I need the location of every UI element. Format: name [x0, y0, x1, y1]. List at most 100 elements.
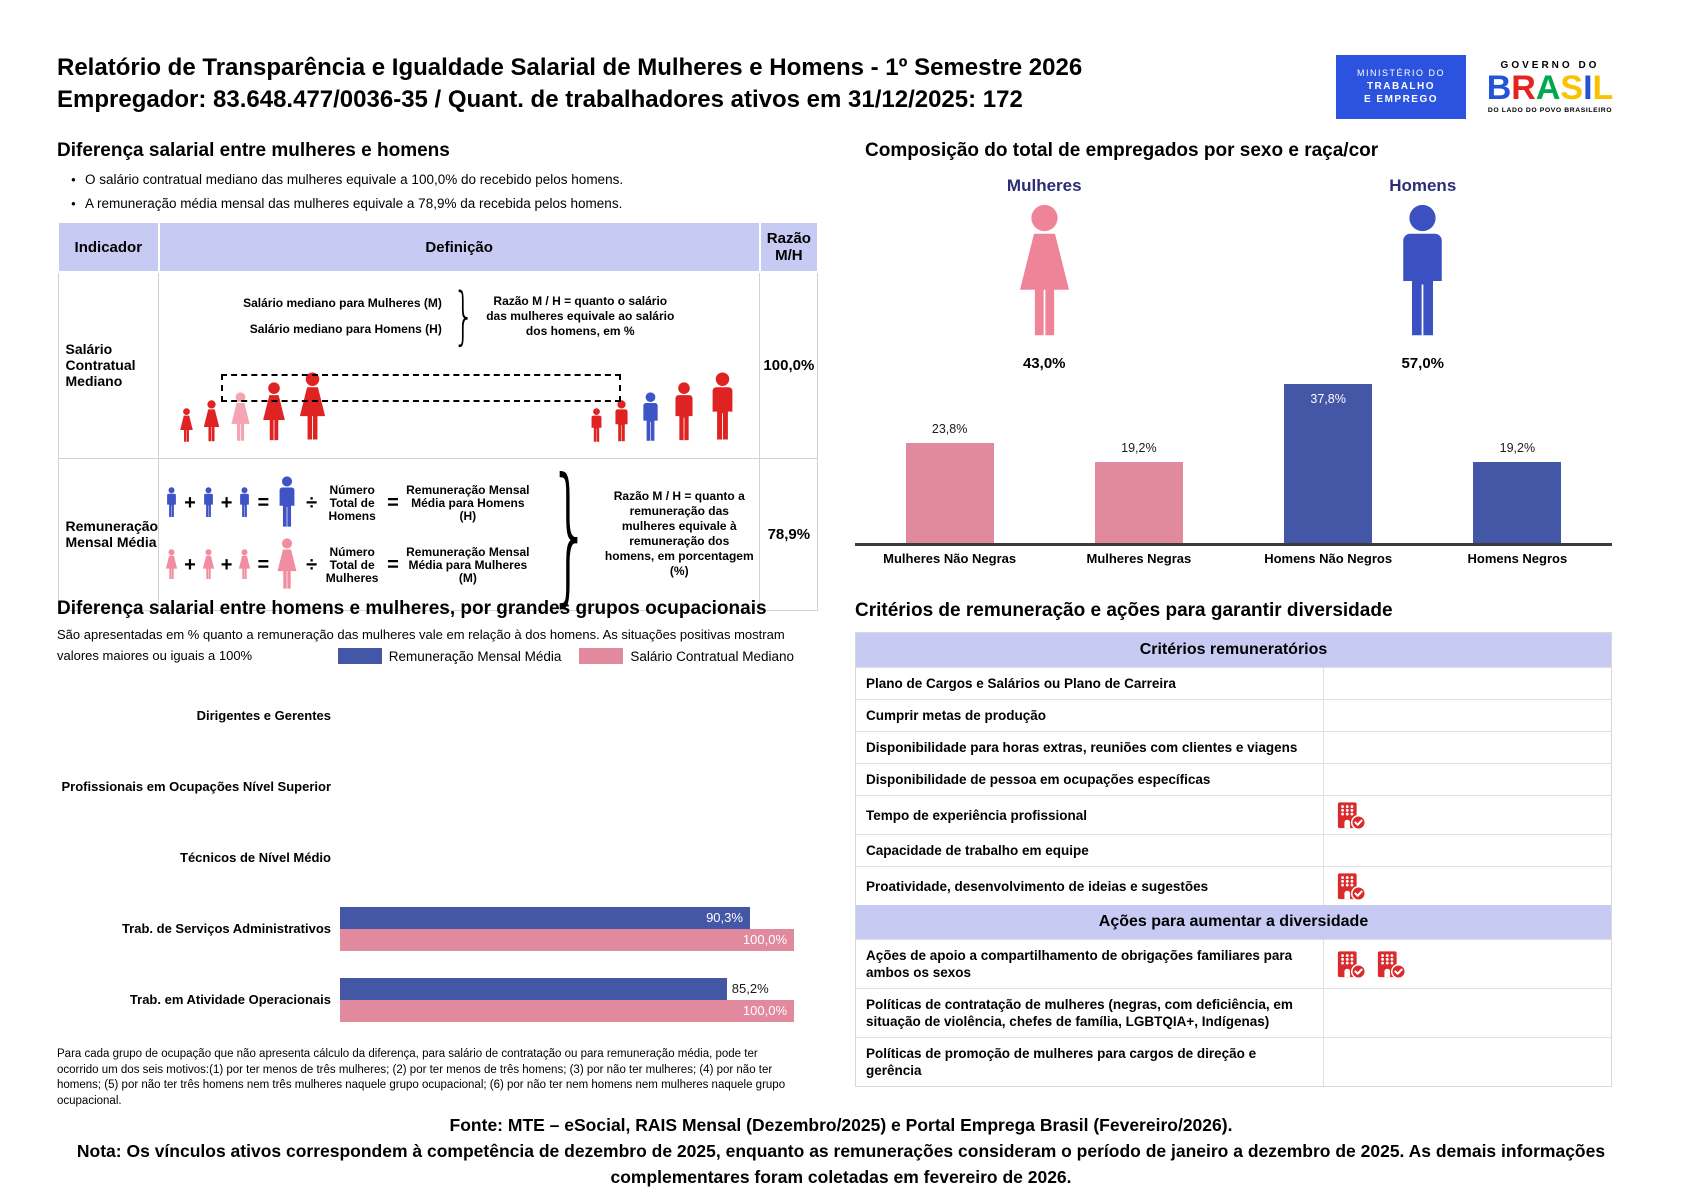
gov-brasil-logo: GOVERNO DO BRASIL DO LADO DO POVO BRASIL… [1480, 60, 1620, 114]
criteria-row: Ações de apoio a compartilhamento de obr… [856, 939, 1611, 988]
criteria-adopted-cell [1324, 732, 1611, 763]
section-pay-gap: Diferença salarial entre mulheres e home… [57, 140, 819, 621]
legend-item: Salário Contratual Mediano [579, 648, 794, 664]
criteria-label: Proatividade, desenvolvimento de ideias … [856, 867, 1325, 905]
building-check-icon [1337, 873, 1367, 901]
occupation-footnote: Para cada grupo de ocupação que não apre… [57, 1048, 786, 1107]
brace-glyph: } [548, 447, 592, 621]
woman-icon [231, 392, 250, 441]
criteria-band-remuneratorios: Critérios remuneratórios [856, 633, 1611, 667]
occupation-chart-title: Diferença salarial entre homens e mulher… [57, 598, 767, 619]
criteria-rows-2: Ações de apoio a compartilhamento de obr… [856, 939, 1611, 1086]
criteria-rows-1: Plano de Cargos e Salários ou Plano de C… [856, 667, 1611, 905]
bar [1094, 462, 1183, 543]
men-divisor-label: Número Total de Homens [328, 482, 376, 523]
mean-ratio-note: Razão M / H = quanto a remuneração das m… [604, 489, 754, 578]
man-icon [167, 487, 176, 517]
men-formula-row: + + = ÷ Número Total de Homens = Remuneraç… [163, 476, 532, 530]
section-composition: Composição do total de empregados por se… [855, 140, 1612, 566]
male-summary: Homens 57,0% [1234, 176, 1613, 372]
criteria-adopted-cell [1324, 940, 1611, 988]
criteria-row: Cumprir metas de produção [856, 699, 1611, 731]
mte-logo-line3: E EMPREGO [1363, 94, 1439, 105]
woman-icon [202, 549, 214, 579]
criteria-row: Tempo de experiência profissional [856, 795, 1611, 834]
paygap-bullets: O salário contratual mediano das mulhere… [71, 172, 794, 211]
women-formula-figures: + + = [163, 538, 301, 592]
criteria-row: Disponibilidade de pessoa em ocupações e… [856, 763, 1611, 795]
bar-value-label: 100,0% [742, 931, 787, 947]
composition-bar: 37,8% [1284, 384, 1373, 543]
man-icon [615, 400, 628, 442]
section-criteria: Critérios de remuneração e ações para ga… [855, 600, 1612, 1087]
composition-bar-chart: 23,8% 19,2% 37,8% 19,2% [855, 378, 1612, 546]
building-check-icon [1337, 951, 1367, 979]
composition-bar: 19,2% [1473, 441, 1562, 543]
bar-value-label: 19,2% [1499, 441, 1536, 455]
building-check-icon [1377, 951, 1407, 979]
criteria-row: Proatividade, desenvolvimento de ideias … [856, 866, 1611, 905]
criteria-label: Disponibilidade para horas extras, reuni… [856, 732, 1325, 763]
criteria-band-diversidade: Ações para aumentar a diversidade [856, 905, 1611, 939]
category-label: Mulheres Não Negras [883, 551, 1017, 566]
header-logos: MINISTÉRIO DO TRABALHO E EMPREGO GOVERNO… [1336, 55, 1620, 119]
occupation-bar-chart: Dirigentes e Gerentes Profissionais em O… [57, 680, 794, 1035]
women-formula-row: + + = ÷ Número Total de Mulheres = Remuner… [163, 538, 532, 592]
criteria-label: Plano de Cargos e Salários ou Plano de C… [856, 668, 1325, 699]
report-header: Relatório de Transparência e Igualdade S… [57, 52, 1157, 116]
category-label: Homens Negros [1467, 551, 1568, 566]
category-label: Dirigentes e Gerentes [196, 708, 331, 723]
bar: 100,0% [340, 928, 794, 951]
men-formula-figures: + + = [163, 476, 301, 530]
bar-value-label: 100,0% [742, 1002, 787, 1018]
man-icon [240, 487, 250, 517]
criteria-label: Políticas de promoção de mulheres para c… [856, 1038, 1325, 1086]
median-ratio-note: Razão M / H = quanto o salário das mulhe… [486, 293, 675, 338]
bar [1473, 462, 1562, 543]
criteria-row: Disponibilidade para horas extras, reuni… [856, 731, 1611, 763]
female-icon [1008, 204, 1081, 349]
median-figures [163, 352, 755, 444]
occupation-group-row: Dirigentes e Gerentes [57, 680, 794, 751]
criteria-adopted-cell [1324, 764, 1611, 795]
women-result-label: Remuneração Mensal Média para Mulheres (… [406, 544, 530, 585]
bar-value-label: 90,3% [706, 909, 743, 925]
mean-ratio-value: 78,9% [759, 457, 819, 611]
bullet-item: O salário contratual mediano das mulhere… [71, 172, 794, 187]
woman-icon [277, 538, 297, 589]
brace-glyph: } [452, 279, 475, 353]
legend-label: Salário Contratual Mediano [630, 648, 794, 664]
mean-definition-cell: + + = ÷ Número Total de Homens = Remuneraç… [158, 447, 761, 621]
indicator-label: Remuneração Mensal Média [57, 457, 160, 611]
male-label: Homens [1389, 176, 1457, 195]
section-occupation-gap: Diferença salarial entre homens e mulher… [57, 598, 794, 1109]
col-header-indicador: Indicador [57, 221, 160, 273]
criteria-title: Critérios de remuneração e ações para ga… [855, 600, 1393, 621]
criteria-adopted-cell [1324, 989, 1611, 1037]
criteria-row: Políticas de promoção de mulheres para c… [856, 1037, 1611, 1086]
criteria-row: Capacidade de trabalho em equipe [856, 834, 1611, 866]
composition-title: Composição do total de empregados por se… [865, 140, 1379, 161]
bar-value-label: 19,2% [1121, 441, 1157, 455]
report-footer: Fonte: MTE – eSocial, RAIS Mensal (Dezem… [40, 1112, 1642, 1190]
note-line: Nota: Os vínculos ativos correspondem à … [76, 1141, 1606, 1187]
legend-swatch [337, 648, 382, 664]
category-label: Trab. de Serviços Administrativos [121, 921, 331, 936]
median-women-line: Salário mediano para Mulheres (M) [243, 296, 442, 311]
composition-category-labels: Mulheres Não Negras Mulheres Negras Homens… [855, 551, 1612, 566]
criteria-adopted-cell [1324, 867, 1611, 905]
woman-icon [1019, 204, 1069, 336]
men-figures-group [587, 372, 741, 444]
criteria-label: Tempo de experiência profissional [856, 796, 1325, 834]
gov-logo-top: GOVERNO DO [1500, 60, 1600, 71]
median-dashed-connector [221, 374, 622, 403]
criteria-adopted-cell [1324, 668, 1611, 699]
col-header-definicao: Definição [157, 221, 761, 273]
category-label: Técnicos de Nível Médio [180, 850, 331, 865]
woman-icon [203, 400, 220, 442]
occupation-legend: Remuneração Mensal Média Salário Contrat… [331, 648, 794, 664]
employer-line: Empregador: 83.648.477/0036-35 / Quant. … [57, 86, 1023, 113]
median-definition-cell: Salário mediano para Mulheres (M) Salári… [158, 271, 761, 459]
pay-gap-title: Diferença salarial entre mulheres e home… [57, 140, 450, 161]
